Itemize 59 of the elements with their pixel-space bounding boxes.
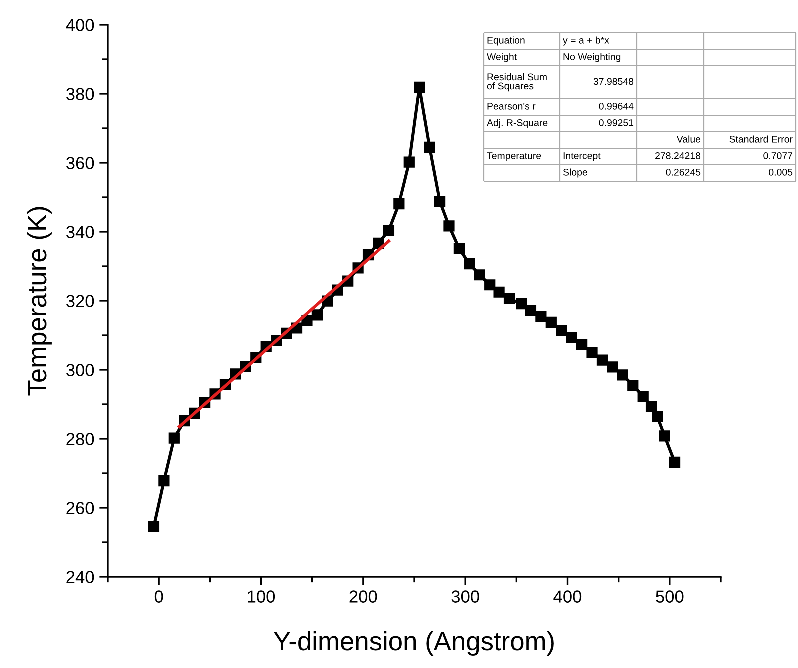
point — [464, 258, 476, 270]
point — [546, 316, 557, 328]
point — [484, 280, 496, 291]
x-axis-title: Y-dimension (Angstrom) — [274, 631, 554, 656]
point — [424, 142, 436, 154]
y-tick-label: 280 — [66, 433, 94, 446]
text: Adj. R-Square 0.99251 — [487, 119, 634, 128]
y-tick-label: 360 — [66, 157, 94, 170]
point — [394, 198, 405, 210]
x-tick-label: 300 — [452, 590, 480, 603]
point — [474, 270, 486, 281]
y-tick-label: 320 — [66, 295, 94, 308]
point — [525, 305, 537, 316]
point — [312, 310, 323, 321]
text: Pearson's r 0.99644 — [488, 102, 634, 110]
point — [494, 286, 505, 298]
point — [454, 243, 466, 254]
point — [646, 401, 658, 412]
point — [669, 456, 681, 468]
text: Residual Sum of Squares 37.98548 — [487, 73, 634, 92]
text: Slope 0.26245 0.005 — [563, 168, 793, 178]
point — [659, 430, 670, 442]
point — [434, 196, 446, 208]
y-tick-label: 400 — [66, 19, 94, 32]
point — [404, 156, 415, 168]
x-tick-label: 0 — [154, 590, 164, 603]
x-tick-label: 500 — [656, 590, 684, 603]
point — [158, 476, 170, 487]
point — [444, 220, 455, 232]
x-tick-label: 100 — [248, 590, 276, 603]
text: Weight No Weighting — [487, 53, 621, 62]
text: Equation y = a + b*x — [488, 36, 610, 46]
point — [566, 332, 578, 344]
y-tick-label: 340 — [66, 226, 94, 238]
point — [414, 82, 426, 93]
point — [168, 432, 180, 444]
point — [617, 370, 628, 381]
y-tick-label: 240 — [66, 571, 94, 584]
point — [383, 225, 395, 236]
point — [607, 362, 618, 373]
point — [148, 521, 160, 533]
y-tick-label: 380 — [66, 88, 94, 100]
point — [556, 325, 568, 336]
point — [628, 380, 639, 392]
x-tick-label: 200 — [350, 590, 378, 603]
point — [652, 411, 664, 422]
point — [576, 339, 588, 350]
point — [504, 293, 516, 304]
point — [516, 298, 528, 310]
text: Value Standard Error — [676, 136, 793, 143]
text: Temperature Intercept 278.24218 0.7077 — [487, 152, 793, 162]
point — [586, 347, 598, 358]
y-axis-title: Temperature (K) — [27, 207, 52, 396]
y-tick-label: 300 — [66, 364, 94, 376]
point — [596, 354, 608, 366]
y-tick-label: 260 — [66, 502, 94, 514]
x-tick-label: 400 — [554, 590, 582, 603]
point — [536, 310, 547, 322]
point — [638, 391, 649, 402]
